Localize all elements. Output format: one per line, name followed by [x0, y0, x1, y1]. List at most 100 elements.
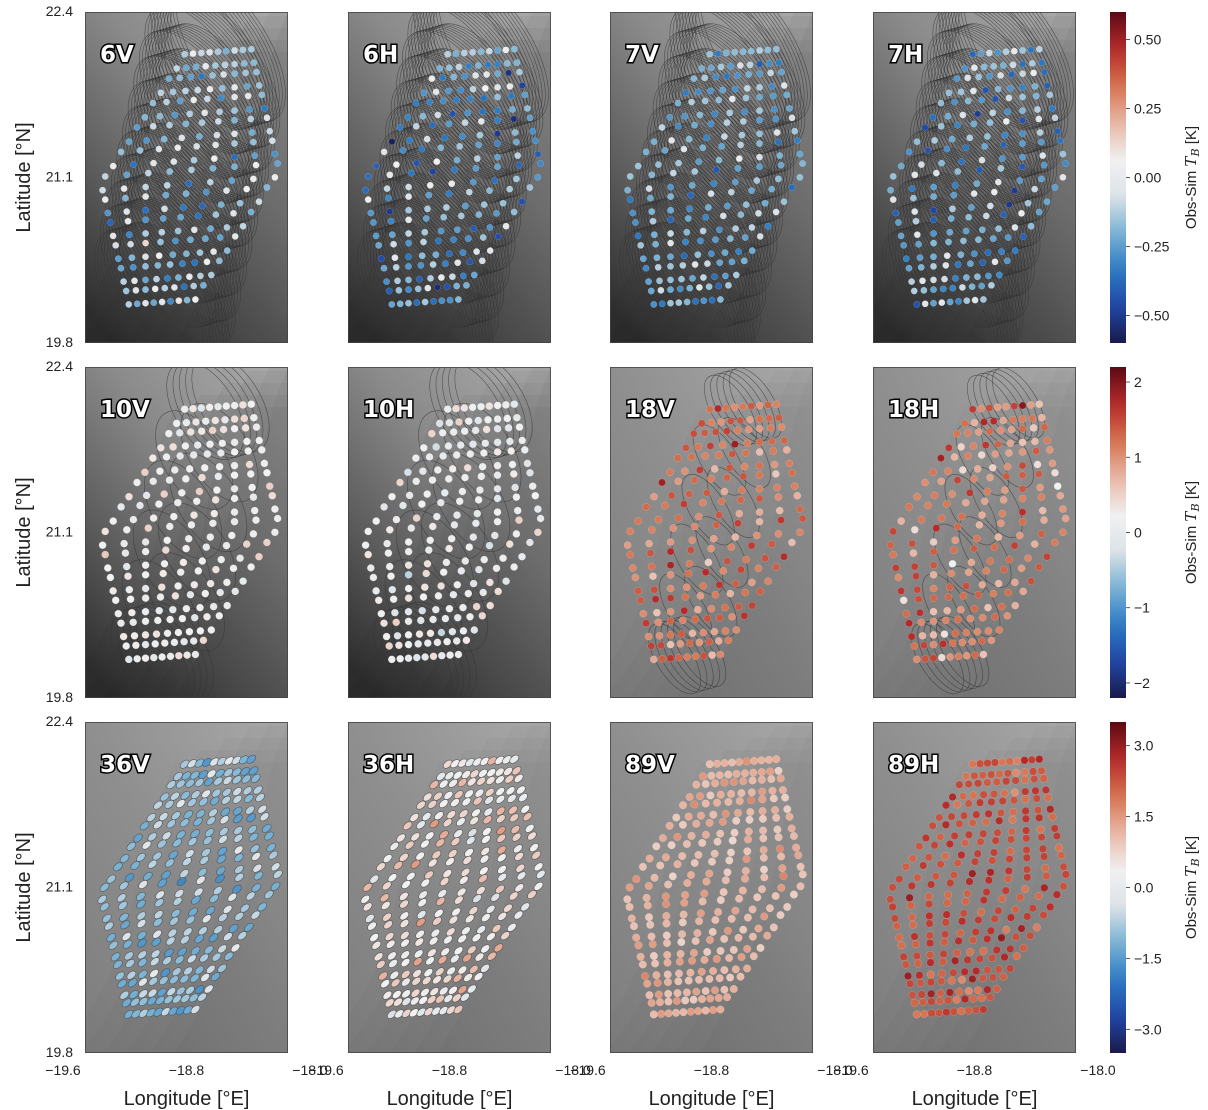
- panel-7v: 7V: [610, 12, 813, 343]
- obs-sim-point: [942, 261, 950, 269]
- obs-sim-point: [693, 929, 702, 938]
- obs-sim-point: [129, 161, 137, 169]
- obs-sim-point: [209, 757, 220, 767]
- obs-sim-point: [232, 794, 243, 804]
- obs-sim-point: [151, 640, 159, 648]
- x-axis-label: Longitude [°E]: [912, 1088, 1038, 1110]
- obs-sim-point: [978, 96, 986, 104]
- obs-sim-point: [684, 569, 693, 578]
- footprint-ellipse: [159, 12, 271, 127]
- obs-sim-point: [493, 438, 502, 447]
- obs-sim-point: [454, 650, 463, 659]
- obs-sim-point: [723, 202, 731, 210]
- obs-sim-point: [99, 186, 107, 194]
- obs-sim-point: [685, 560, 694, 568]
- obs-sim-point: [967, 558, 976, 567]
- obs-sim-point: [494, 232, 502, 240]
- obs-sim-point: [531, 137, 539, 145]
- obs-sim-point: [248, 832, 259, 842]
- obs-sim-point: [450, 166, 458, 174]
- obs-sim-point: [623, 895, 632, 904]
- obs-sim-point: [510, 208, 518, 216]
- obs-sim-point: [707, 604, 716, 613]
- obs-sim-point: [773, 825, 782, 834]
- obs-sim-point: [699, 582, 707, 590]
- obs-sim-point: [505, 540, 514, 548]
- obs-sim-point: [963, 651, 971, 660]
- obs-sim-point: [180, 994, 191, 1003]
- obs-sim-point: [788, 114, 796, 122]
- obs-sim-point: [470, 271, 478, 279]
- obs-sim-point: [163, 536, 171, 545]
- y-axis-label: Latitude [°N]: [13, 122, 35, 232]
- obs-sim-point: [676, 949, 685, 958]
- obs-sim-point: [429, 819, 440, 829]
- obs-sim-point: [727, 789, 736, 798]
- obs-sim-point: [975, 236, 982, 244]
- obs-sim-point: [624, 186, 631, 194]
- obs-sim-point: [255, 436, 264, 445]
- obs-sim-point: [499, 554, 507, 563]
- obs-sim-point: [230, 401, 239, 410]
- obs-sim-point: [921, 124, 929, 131]
- obs-sim-point: [365, 913, 375, 923]
- obs-sim-point: [1002, 48, 1010, 56]
- obs-sim-point: [526, 538, 534, 547]
- obs-sim-point: [97, 894, 108, 904]
- obs-sim-point: [399, 852, 409, 862]
- obs-sim-point: [404, 547, 413, 556]
- obs-sim-point: [396, 655, 405, 663]
- obs-sim-point: [975, 73, 983, 81]
- obs-sim-point: [939, 285, 947, 293]
- panel-label: 7H: [888, 42, 923, 68]
- obs-sim-point: [770, 460, 779, 469]
- obs-sim-point: [756, 47, 763, 54]
- obs-sim-point: [667, 299, 674, 307]
- obs-sim-point: [418, 606, 427, 615]
- obs-sim-point: [913, 492, 921, 501]
- obs-sim-point: [1043, 82, 1051, 89]
- obs-sim-point: [690, 476, 699, 484]
- obs-sim-point: [772, 813, 781, 822]
- obs-sim-point: [119, 990, 130, 1000]
- obs-sim-point: [645, 278, 652, 285]
- obs-sim-point: [215, 462, 224, 471]
- obs-sim-point: [125, 959, 135, 968]
- obs-sim-point: [144, 169, 152, 177]
- obs-sim-point: [453, 511, 461, 519]
- obs-sim-point: [412, 477, 421, 486]
- obs-sim-point: [212, 565, 220, 574]
- obs-sim-point: [1046, 805, 1055, 814]
- obs-sim-point: [143, 871, 153, 881]
- obs-sim-point: [761, 199, 769, 207]
- footprint-ellipse: [678, 12, 790, 152]
- obs-sim-point: [954, 168, 962, 175]
- obs-sim-point: [435, 838, 445, 848]
- obs-sim-point: [990, 62, 998, 70]
- obs-sim-point: [109, 232, 117, 240]
- obs-sim-point: [119, 632, 128, 641]
- obs-sim-point: [1024, 554, 1032, 563]
- obs-sim-point: [744, 425, 753, 434]
- obs-sim-point: [114, 609, 123, 618]
- footprint-ellipse: [169, 12, 281, 148]
- obs-sim-point: [190, 1005, 201, 1014]
- panel-label: 89V: [625, 752, 675, 778]
- obs-sim-point: [506, 437, 514, 446]
- obs-sim-point: [434, 592, 443, 600]
- obs-sim-point: [432, 512, 441, 521]
- obs-sim-point: [231, 163, 238, 171]
- obs-sim-point: [982, 567, 991, 575]
- footprint-ellipse: [966, 374, 1020, 446]
- obs-sim-point: [244, 92, 252, 100]
- obs-sim-point: [929, 654, 938, 663]
- obs-sim-point: [364, 550, 373, 559]
- obs-sim-point: [1062, 160, 1070, 167]
- obs-sim-point: [453, 613, 462, 622]
- panel-label: 36H: [363, 752, 414, 778]
- obs-sim-point: [734, 602, 743, 611]
- obs-sim-point: [760, 912, 769, 921]
- obs-sim-point: [271, 528, 279, 537]
- obs-sim-point: [175, 986, 186, 996]
